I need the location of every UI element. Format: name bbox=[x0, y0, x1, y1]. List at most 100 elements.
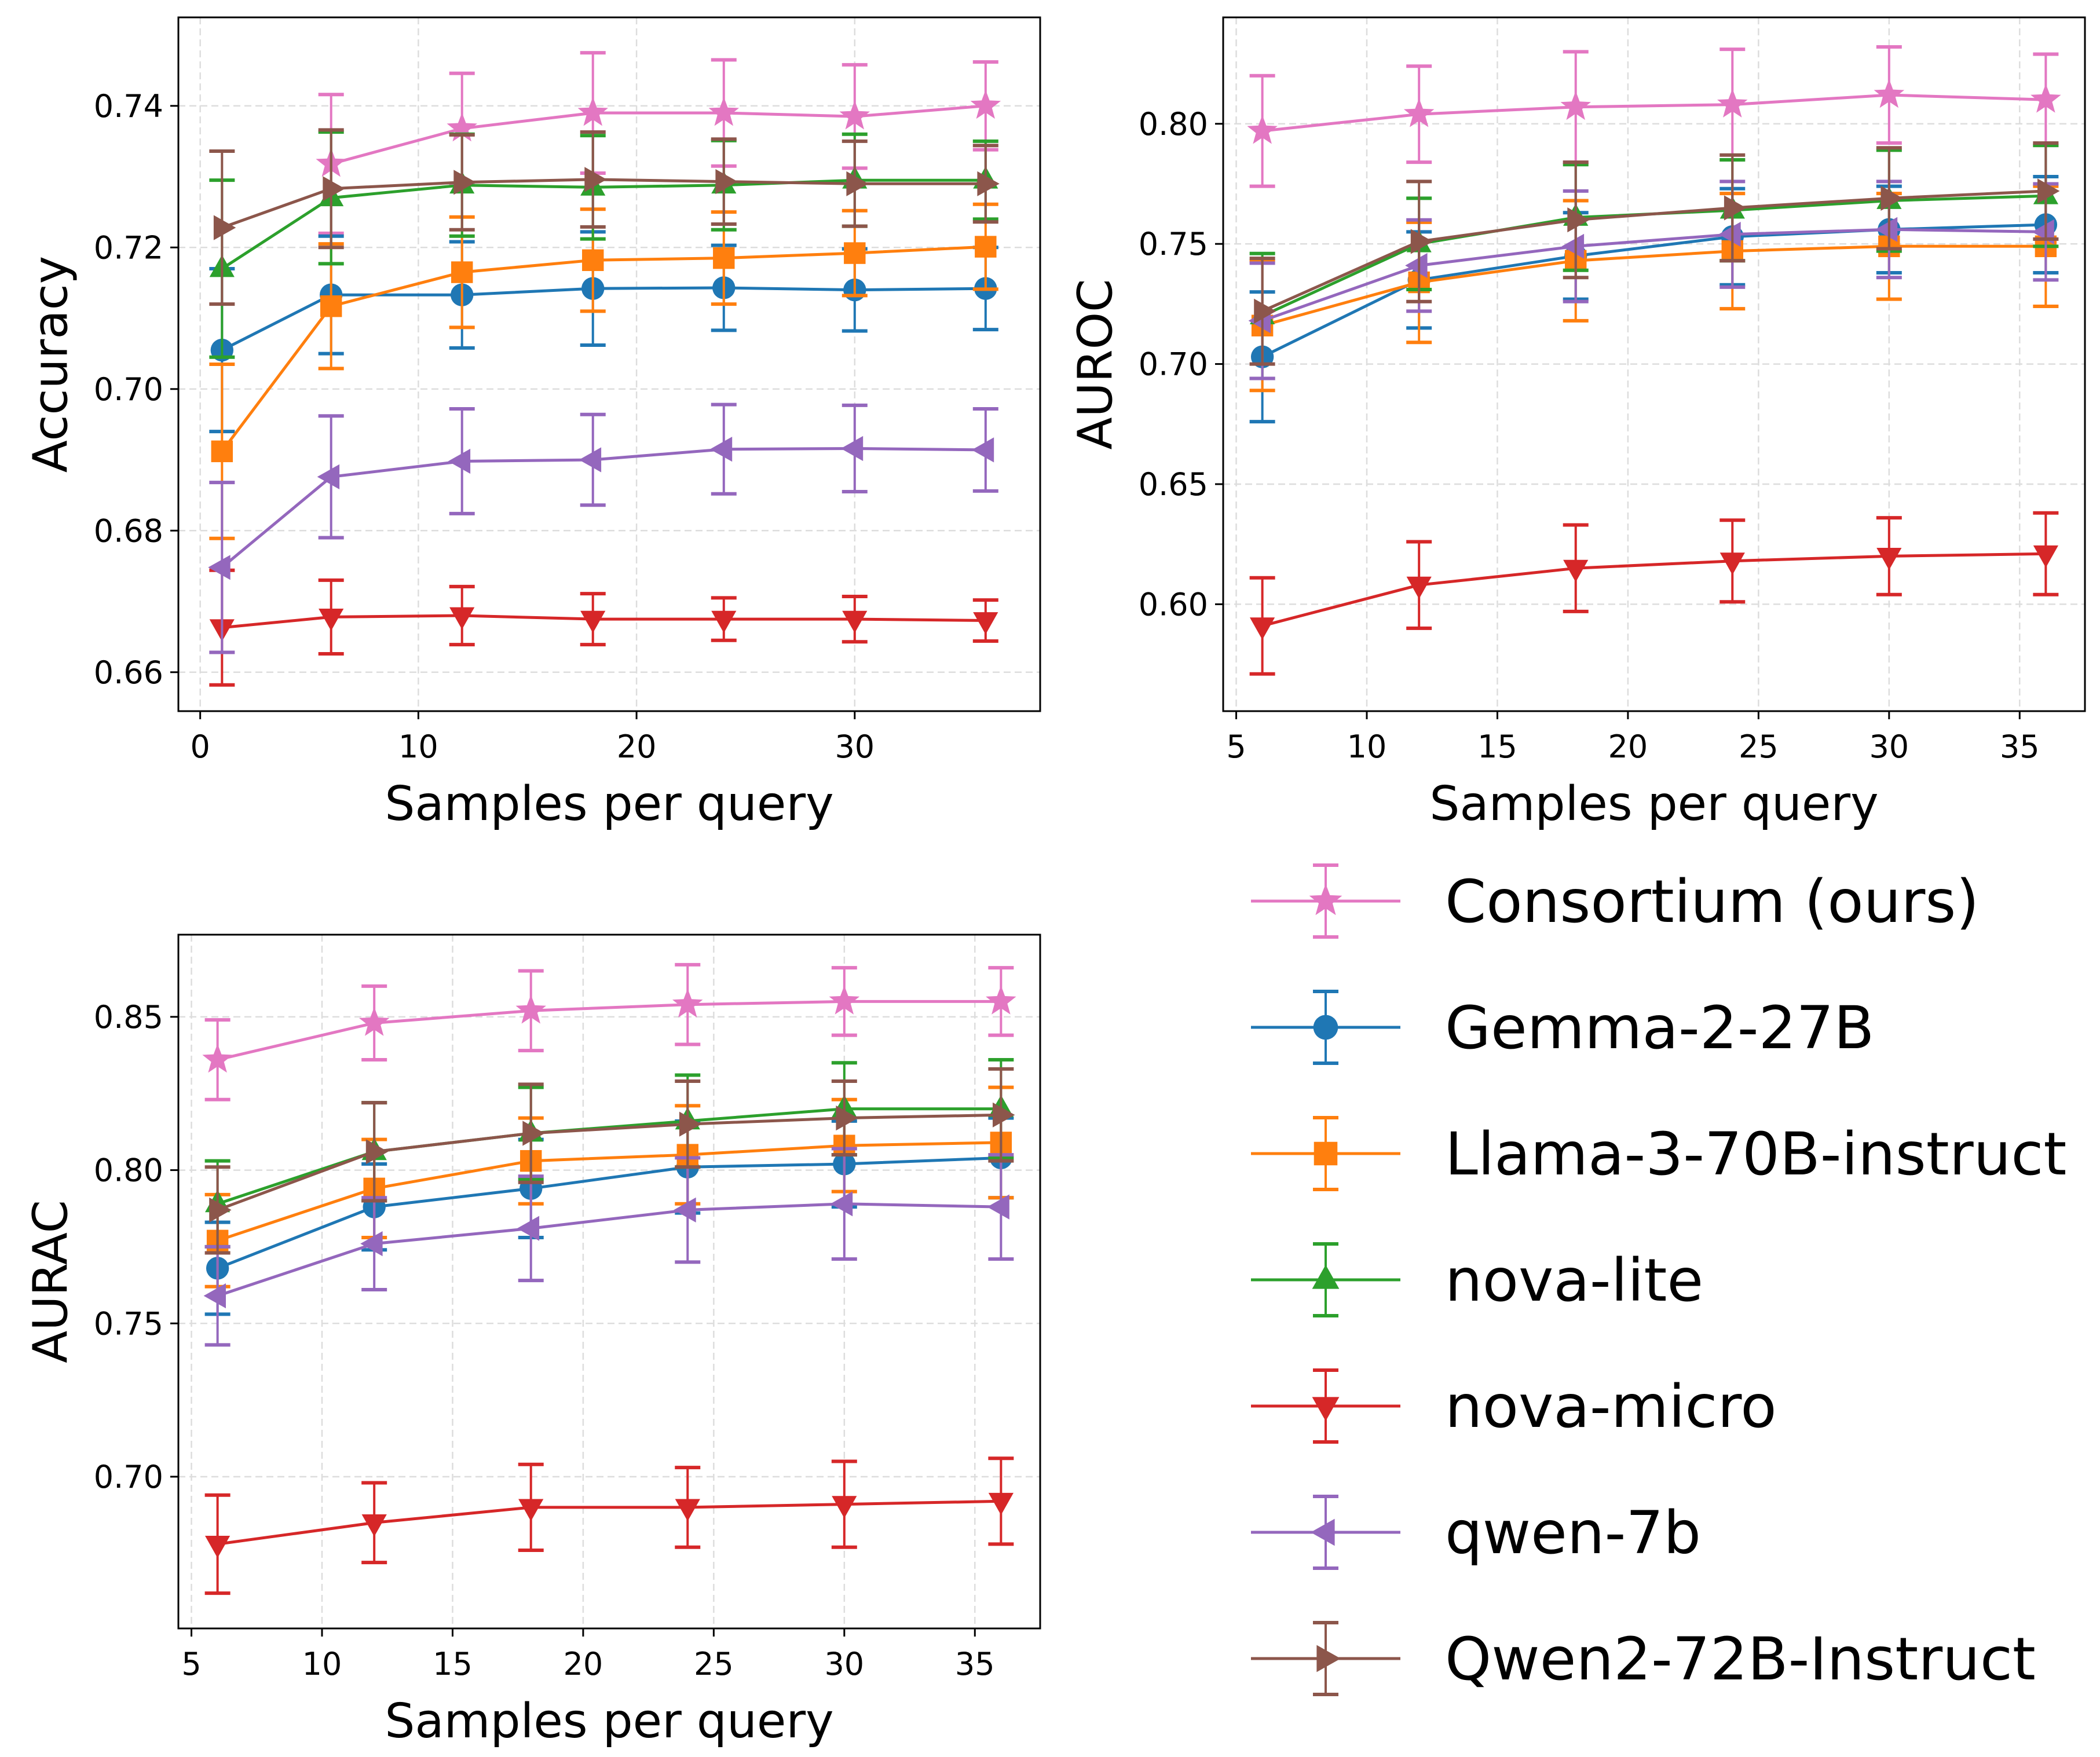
auroc-point-nova-micro bbox=[1406, 576, 1432, 599]
aurac-point-qwen2-72b-instruct bbox=[522, 1121, 545, 1146]
accuracy-point-nova-micro bbox=[449, 607, 475, 629]
auroc-y-tick-label: 0.60 bbox=[1139, 586, 1208, 623]
legend-item-qwen2-72b-instruct: Qwen2-72B-Instruct bbox=[1251, 1621, 2036, 1696]
legend-label-gemma-2-27b: Gemma-2-27B bbox=[1445, 994, 1874, 1063]
aurac-point-consortium-ours bbox=[358, 1006, 390, 1036]
aurac-x-axis-label: Samples per query bbox=[385, 1694, 833, 1749]
auroc-y-tick-label: 0.70 bbox=[1139, 346, 1208, 383]
legend-item-qwen-7b: qwen-7b bbox=[1251, 1495, 1701, 1570]
auroc-y-tick-label: 0.75 bbox=[1139, 226, 1208, 262]
aurac-x-tick-label: 10 bbox=[302, 1646, 342, 1682]
auroc-point-consortium-ours bbox=[1247, 115, 1278, 144]
aurac-chart: 5 10 15 20 25 30 35 0.70 0.75 0.80 0.85 Samples per… bbox=[24, 934, 1041, 1749]
legend-item-llama-3-70b-instruct: Llama-3-70B-instruct bbox=[1251, 1116, 2066, 1191]
accuracy-point-nova-micro bbox=[973, 612, 998, 635]
legend-item-nova-lite: nova-lite bbox=[1251, 1242, 1703, 1317]
legend-item-nova-micro: nova-micro bbox=[1251, 1368, 1777, 1444]
accuracy-point-qwen2-72b-instruct bbox=[453, 170, 476, 195]
aurac-x-tick-label: 5 bbox=[181, 1646, 201, 1682]
legend-marker-nova-micro bbox=[1312, 1397, 1340, 1421]
auroc-point-nova-micro bbox=[1563, 559, 1589, 583]
accuracy-point-qwen2-72b-instruct bbox=[323, 176, 345, 202]
aurac-line-qwen-7b bbox=[217, 1202, 1001, 1297]
accuracy-point-qwen2-72b-instruct bbox=[584, 167, 607, 192]
auroc-point-nova-micro bbox=[2033, 545, 2058, 568]
auroc-series-nova-micro bbox=[1249, 511, 2059, 676]
auroc-point-nova-micro bbox=[1719, 552, 1745, 575]
accuracy-point-consortium-ours bbox=[970, 90, 1001, 119]
accuracy-point-qwen2-72b-instruct bbox=[715, 169, 738, 195]
accuracy-point-qwen-7b bbox=[579, 447, 602, 473]
aurac-point-qwen-7b bbox=[203, 1283, 226, 1309]
auroc-x-tick-label: 20 bbox=[1608, 729, 1648, 765]
legend-item-gemma-2-27b: Gemma-2-27B bbox=[1251, 990, 1874, 1065]
accuracy-x-tick-label: 30 bbox=[835, 729, 875, 765]
accuracy-x-axis-label: Samples per query bbox=[385, 777, 833, 832]
auroc-line-consortium-ours bbox=[1262, 93, 2046, 133]
aurac-point-qwen2-72b-instruct bbox=[365, 1139, 389, 1165]
accuracy-y-tick-label: 0.66 bbox=[94, 654, 163, 691]
aurac-point-consortium-ours bbox=[672, 989, 703, 1017]
accuracy-axes-frame bbox=[177, 16, 1041, 712]
legend-marker-gemma-2-27b bbox=[1313, 1015, 1338, 1040]
auroc-point-qwen2-72b-instruct bbox=[1724, 195, 1747, 221]
auroc-point-consortium-ours bbox=[2031, 83, 2061, 113]
aurac-x-tick-label: 20 bbox=[564, 1646, 603, 1682]
accuracy-x-tick-label: 0 bbox=[190, 729, 210, 765]
auroc-chart: 5 10 15 20 25 30 35 0.60 0.65 0.70 0.75 0.80 Samples… bbox=[1069, 16, 2086, 832]
aurac-line-nova-micro bbox=[217, 1499, 1001, 1546]
accuracy-point-llama-3-70b-instruct bbox=[582, 249, 604, 272]
auroc-x-tick-label: 10 bbox=[1347, 729, 1387, 765]
auroc-point-qwen-7b bbox=[1561, 233, 1585, 259]
aurac-x-tick-label: 35 bbox=[955, 1646, 995, 1682]
auroc-point-nova-micro bbox=[1876, 548, 1902, 570]
legend-label-qwen-7b: qwen-7b bbox=[1445, 1499, 1701, 1568]
auroc-y-tick-label: 0.65 bbox=[1139, 466, 1208, 503]
legend-marker-consortium-ours bbox=[1309, 884, 1342, 916]
accuracy-point-consortium-ours bbox=[447, 112, 477, 142]
accuracy-point-qwen-7b bbox=[971, 437, 994, 463]
aurac-point-nova-micro bbox=[832, 1496, 857, 1518]
auroc-line-qwen2-72b-instruct bbox=[1261, 189, 2046, 313]
legend-item-consortium-ours: Consortium (ours) bbox=[1251, 863, 1979, 939]
aurac-x-tick-label: 25 bbox=[694, 1646, 734, 1682]
aurac-y-tick-label: 0.75 bbox=[94, 1305, 163, 1342]
aurac-point-consortium-ours bbox=[986, 985, 1016, 1015]
accuracy-x-tick-label: 10 bbox=[398, 729, 438, 765]
accuracy-point-qwen2-72b-instruct bbox=[846, 171, 869, 196]
legend-label-llama-3-70b-instruct: Llama-3-70B-instruct bbox=[1445, 1120, 2066, 1189]
aurac-line-qwen2-72b-instruct bbox=[217, 1113, 1001, 1211]
aurac-point-consortium-ours bbox=[515, 994, 546, 1024]
aurac-point-qwen2-72b-instruct bbox=[679, 1111, 702, 1137]
aurac-line-consortium-ours bbox=[217, 1000, 1001, 1061]
auroc-x-tick-label: 25 bbox=[1739, 729, 1779, 765]
aurac-point-qwen-7b bbox=[987, 1194, 1009, 1220]
accuracy-y-tick-label: 0.68 bbox=[94, 513, 163, 549]
accuracy-y-tick-label: 0.70 bbox=[94, 371, 163, 408]
auroc-point-qwen-7b bbox=[1718, 222, 1741, 247]
aurac-series-consortium-ours bbox=[202, 962, 1016, 1101]
auroc-y-axis-label: AUROC bbox=[1069, 279, 1124, 450]
accuracy-point-qwen-7b bbox=[317, 464, 340, 489]
aurac-point-nova-micro bbox=[361, 1514, 387, 1537]
aurac-point-qwen-7b bbox=[360, 1231, 383, 1257]
accuracy-y-tick-label: 0.74 bbox=[94, 88, 163, 125]
accuracy-series-qwen2-72b-instruct bbox=[209, 128, 1000, 306]
accuracy-point-nova-micro bbox=[711, 610, 737, 634]
accuracy-series-qwen-7b bbox=[208, 402, 998, 654]
aurac-y-tick-label: 0.85 bbox=[94, 999, 163, 1035]
aurac-point-qwen-7b bbox=[830, 1191, 853, 1217]
accuracy-point-consortium-ours bbox=[577, 97, 608, 126]
accuracy-point-qwen2-72b-instruct bbox=[977, 171, 1000, 196]
aurac-axes-frame bbox=[177, 934, 1041, 1630]
auroc-line-qwen-7b bbox=[1261, 228, 2046, 323]
aurac-point-qwen-7b bbox=[517, 1216, 540, 1241]
auroc-series-qwen2-72b-instruct bbox=[1249, 141, 2060, 366]
accuracy-chart: 0 10 20 30 0.66 0.68 0.70 0.72 0.74 Samples per q… bbox=[24, 16, 1041, 832]
auroc-point-consortium-ours bbox=[1717, 89, 1748, 118]
accuracy-point-consortium-ours bbox=[839, 100, 870, 130]
auroc-point-consortium-ours bbox=[1874, 79, 1905, 108]
aurac-x-tick-label: 15 bbox=[433, 1646, 473, 1682]
accuracy-point-consortium-ours bbox=[708, 97, 739, 126]
